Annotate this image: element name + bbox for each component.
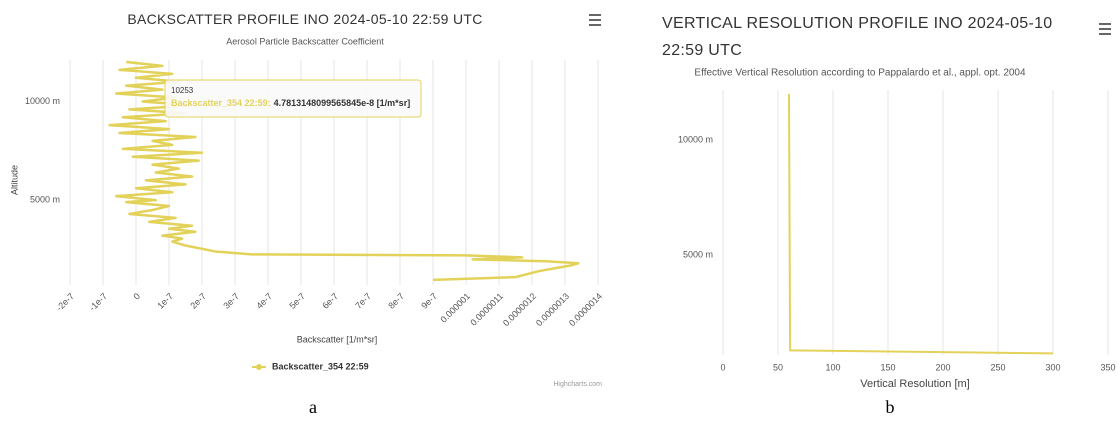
x-tick-label: 0.0000012 — [501, 291, 538, 328]
x-tick-label: 9e-7 — [419, 291, 439, 311]
legend-marker — [256, 364, 262, 370]
data-line — [788, 93, 1054, 355]
x-tick-label: 50 — [773, 362, 783, 372]
x-tick-label: 0 — [720, 362, 725, 372]
chart-subtitle: Effective Vertical Resolution according … — [694, 68, 1026, 79]
chart-title: BACKSCATTER PROFILE INO 2024-05-10 22:59… — [127, 11, 483, 27]
caption: a — [309, 397, 317, 417]
x-tick-label: 0.0000013 — [534, 291, 571, 328]
x-axis-title: Vertical Resolution [m] — [860, 378, 969, 390]
y-tick-label: 5000 m — [683, 249, 713, 259]
chart-subtitle: Aerosol Particle Backscatter Coefficient — [226, 36, 384, 46]
tooltip-box — [164, 79, 422, 118]
y-tick-label: 10000 m — [25, 96, 60, 106]
credits: Highcharts.com — [553, 381, 602, 388]
menu-icon[interactable] — [1099, 23, 1111, 35]
x-tick-label: 250 — [990, 362, 1005, 372]
chart-title: VERTICAL RESOLUTION PROFILE INO 2024-05-… — [662, 15, 1053, 59]
x-tick-label: 7e-7 — [353, 291, 373, 311]
x-tick-label: 150 — [880, 362, 895, 372]
x-tick-label: 1e-7 — [155, 291, 175, 311]
x-tick-label: 0.0000014 — [567, 291, 604, 328]
x-tick-label: 2e-7 — [188, 291, 208, 311]
x-tick-label: 100 — [825, 362, 840, 372]
x-tick-label: 200 — [935, 362, 950, 372]
x-tick-label: -1e-7 — [87, 291, 109, 313]
x-tick-label: -2e-7 — [54, 291, 76, 313]
x-tick-label: 0 — [131, 291, 142, 302]
menu-icon[interactable] — [589, 14, 601, 26]
caption: b — [886, 397, 895, 417]
x-tick-label: 3e-7 — [221, 291, 241, 311]
x-tick-label: 350 — [1100, 362, 1115, 372]
x-tick-label: 300 — [1045, 362, 1060, 372]
tooltip-series: Backscatter_354 22:59: — [171, 98, 271, 108]
tooltip-value: 4.7813148099565845e-8 [1/m*sr] — [274, 98, 411, 108]
y-tick-label: 10000 m — [678, 134, 713, 144]
x-tick-label: 6e-7 — [320, 291, 340, 311]
y-tick-label: 5000 m — [30, 195, 60, 205]
data-line — [108, 60, 580, 282]
x-tick-label: 5e-7 — [287, 291, 307, 311]
x-axis-title: Backscatter [1/m*sr] — [297, 334, 378, 344]
x-tick-label: 4e-7 — [254, 291, 274, 311]
tooltip-text: Backscatter_354 22:59: 4.7813148099565845… — [171, 98, 410, 108]
tooltip-header: 10253 — [171, 86, 194, 95]
x-tick-label: 0.0000011 — [468, 291, 505, 328]
x-tick-label: 0.000001 — [438, 291, 472, 325]
y-axis-title: Altitude — [9, 165, 19, 195]
x-tick-label: 8e-7 — [386, 291, 406, 311]
legend-label: Backscatter_354 22:59 — [272, 361, 369, 371]
